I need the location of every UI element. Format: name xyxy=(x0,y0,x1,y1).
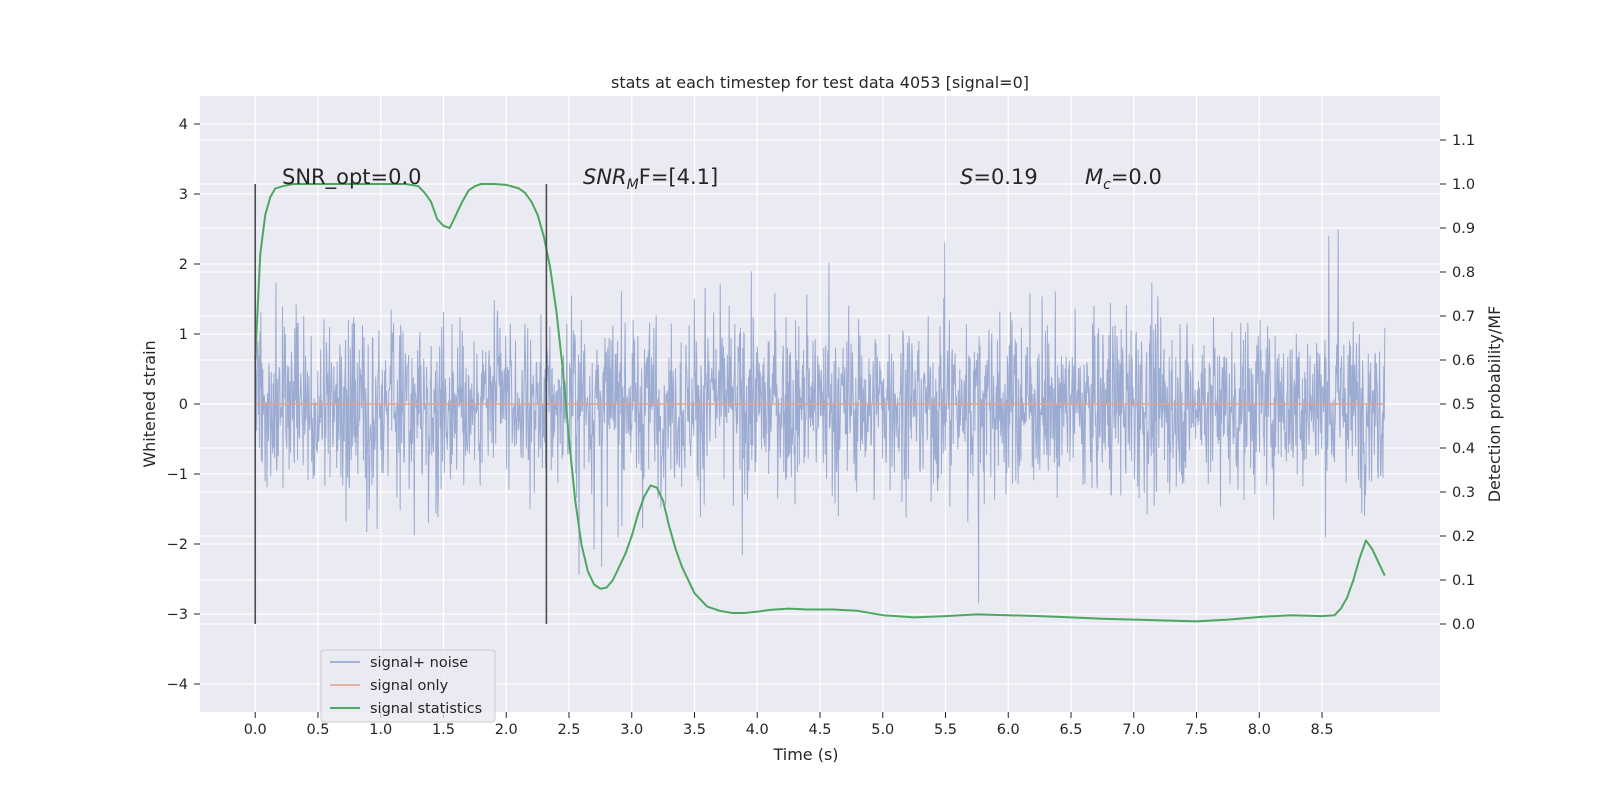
annotation-s-value: =0.19 xyxy=(973,165,1037,189)
x-tick-label: 0.5 xyxy=(306,722,329,738)
y-left-tick-label: 1 xyxy=(179,327,188,343)
y-right-tick-label: 0.6 xyxy=(1452,353,1475,369)
chart-title: stats at each timestep for test data 405… xyxy=(611,73,1029,92)
x-axis-label: Time (s) xyxy=(772,745,838,764)
y-left-tick-label: −3 xyxy=(167,607,188,623)
legend-label-signal-noise: signal+ noise xyxy=(370,655,468,671)
x-tick-label: 0.0 xyxy=(244,722,267,738)
legend-label-signal-statistics: signal statistics xyxy=(370,701,482,717)
x-tick-label: 5.5 xyxy=(934,722,957,738)
y-left-tick-label: 3 xyxy=(179,187,188,203)
x-tick-label: 8.0 xyxy=(1248,722,1271,738)
y-right-tick-label: 1.0 xyxy=(1452,177,1475,193)
annotation-s-label: S xyxy=(960,165,973,189)
annotation-snr-mf-rest: F=[4.1] xyxy=(639,165,718,189)
x-tick-label: 2.0 xyxy=(495,722,518,738)
series-signal-noise xyxy=(254,229,1386,604)
legend: signal+ noise signal only signal statist… xyxy=(320,649,496,723)
y-right-tick-label: 0.5 xyxy=(1452,397,1475,413)
y-right-tick-label: 1.1 xyxy=(1452,133,1475,149)
x-tick-label: 2.5 xyxy=(557,722,580,738)
y-right-tick-label: 0.9 xyxy=(1452,221,1475,237)
x-tick-label: 4.0 xyxy=(746,722,769,738)
noise-trace xyxy=(254,229,1386,604)
y-left-tick-label: 0 xyxy=(179,397,188,413)
annotation-snr-mf-base: SNR xyxy=(583,165,627,189)
annotation-mc-sub: c xyxy=(1103,177,1111,193)
x-tick-label: 6.0 xyxy=(997,722,1020,738)
y-right-tick-label: 0.2 xyxy=(1452,529,1475,545)
y-left-tick-label: −2 xyxy=(167,537,188,553)
y-axis-right-ticks: 1.1 1.0 0.9 0.8 0.7 0.6 0.5 0.4 0.3 0.2 0.1 0.0 xyxy=(1440,133,1475,633)
annotation-mc-base: M xyxy=(1085,165,1103,189)
x-tick-label: 5.0 xyxy=(871,722,894,738)
y-left-tick-label: 4 xyxy=(179,117,188,133)
y-right-tick-label: 0.8 xyxy=(1452,265,1475,281)
y-left-tick-label: −4 xyxy=(167,677,188,693)
annotation-s: S=0.19 xyxy=(960,165,1038,189)
annotation-snr-mf: SNRMF=[4.1] xyxy=(583,165,718,193)
y-left-tick-label: −1 xyxy=(167,467,188,483)
y-axis-left-ticks: 4 3 2 1 0 −1 −2 −3 −4 xyxy=(167,117,200,693)
series-signal-statistics xyxy=(254,183,1386,623)
y-axis-left-label: Whitened strain xyxy=(140,340,159,467)
x-tick-label: 1.0 xyxy=(369,722,392,738)
legend-box xyxy=(320,649,496,723)
statistics-curve xyxy=(254,183,1386,623)
x-tick-label: 3.0 xyxy=(620,722,643,738)
legend-label-signal-only: signal only xyxy=(370,678,449,694)
y-axis-right-label: Detection probability/MF xyxy=(1485,306,1504,503)
y-right-tick-label: 0.3 xyxy=(1452,485,1475,501)
x-axis-ticks: 0.0 0.5 1.0 1.5 2.0 2.5 3.0 3.5 4.0 4.5 5.0 5.5 6.0 6… xyxy=(244,712,1334,738)
x-tick-label: 4.5 xyxy=(808,722,831,738)
annotation-snr-opt: SNR_opt=0.0 xyxy=(282,165,422,190)
annotation-mc-value: =0.0 xyxy=(1111,165,1162,189)
y-right-tick-label: 0.1 xyxy=(1452,573,1475,589)
y-right-tick-label: 0.7 xyxy=(1452,309,1475,325)
x-tick-label: 7.5 xyxy=(1185,722,1208,738)
x-tick-label: 7.0 xyxy=(1122,722,1145,738)
x-tick-label: 1.5 xyxy=(432,722,455,738)
y-left-tick-label: 2 xyxy=(179,257,188,273)
x-tick-label: 3.5 xyxy=(683,722,706,738)
x-tick-label: 6.5 xyxy=(1059,722,1082,738)
x-tick-label: 8.5 xyxy=(1310,722,1333,738)
y-right-tick-label: 0.4 xyxy=(1452,441,1475,457)
annotation-mc: Mc=0.0 xyxy=(1085,165,1162,193)
y-right-tick-label: 0.0 xyxy=(1452,617,1475,633)
annotation-snr-mf-sub: M xyxy=(627,177,639,193)
vertical-markers xyxy=(254,184,548,624)
